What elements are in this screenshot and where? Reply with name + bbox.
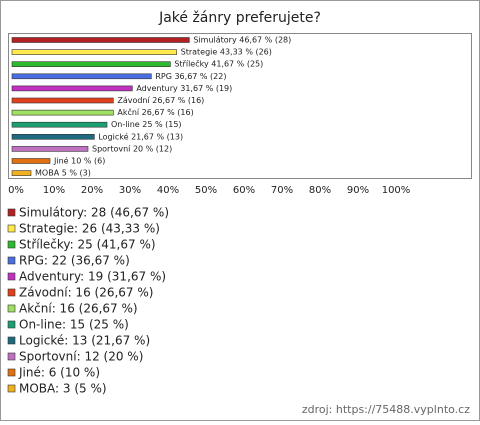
x-tick-label: 20% bbox=[81, 185, 103, 196]
legend-swatch bbox=[7, 320, 16, 329]
legend-swatch bbox=[7, 304, 16, 313]
value-label: Jiné 10 % (6) bbox=[53, 156, 105, 166]
legend-label: On-line: 15 (25 %) bbox=[19, 318, 129, 332]
value-label: MOBA 5 % (3) bbox=[35, 169, 91, 178]
bar bbox=[11, 158, 51, 164]
legend-label: MOBA: 3 (5 %) bbox=[19, 382, 107, 396]
legend-swatch bbox=[7, 288, 16, 297]
bar bbox=[11, 85, 133, 92]
value-label: Střílečky 41,67 % (25) bbox=[174, 59, 263, 69]
legend-label: Simulátory: 28 (46,67 %) bbox=[19, 206, 169, 220]
source: zdroj: https://75488.vyplnto.cz bbox=[302, 403, 470, 416]
legend-swatch bbox=[7, 336, 16, 345]
bar bbox=[11, 37, 190, 43]
x-tick-label: 70% bbox=[271, 185, 293, 196]
value-label: Akční 26,67 % (16) bbox=[117, 107, 193, 117]
value-label: Logické 21,67 % (13) bbox=[98, 131, 183, 141]
legend-label: Akční: 16 (26,67 %) bbox=[19, 302, 138, 316]
x-tick-label: 100% bbox=[382, 185, 411, 196]
x-tick-label: 10% bbox=[43, 185, 65, 196]
legend-swatch bbox=[7, 240, 16, 249]
legend-swatch bbox=[7, 272, 16, 281]
legend-label: Sportovní: 12 (20 %) bbox=[19, 350, 143, 364]
bar bbox=[11, 121, 108, 128]
legend-swatch bbox=[7, 256, 16, 265]
value-label: Strategie 43,33 % (26) bbox=[181, 48, 272, 57]
bar bbox=[11, 97, 114, 104]
plot-area bbox=[8, 33, 472, 179]
value-label: RPG 36,67 % (22) bbox=[155, 72, 226, 81]
legend-label: Adventury: 19 (31,67 %) bbox=[19, 270, 166, 284]
x-tick-label: 90% bbox=[347, 185, 369, 196]
value-label: On-line 25 % (15) bbox=[111, 120, 182, 129]
x-tick-label: 30% bbox=[119, 185, 141, 196]
x-tick-label: 0% bbox=[8, 185, 24, 196]
legend-swatch bbox=[7, 384, 16, 393]
legend-swatch bbox=[7, 352, 16, 361]
x-tick-label: 50% bbox=[195, 185, 217, 196]
legend-swatch bbox=[7, 224, 16, 233]
x-tick-label: 80% bbox=[309, 185, 331, 196]
legend-label: Strategie: 26 (43,33 %) bbox=[19, 222, 160, 236]
legend-label: Střílečky: 25 (41,67 %) bbox=[19, 238, 156, 252]
bar bbox=[11, 109, 114, 116]
value-label: Adventury 31,67 % (19) bbox=[136, 84, 232, 93]
bar bbox=[11, 134, 95, 140]
legend-label: RPG: 22 (36,67 %) bbox=[19, 254, 130, 268]
legend-swatch bbox=[7, 208, 16, 217]
x-tick-label: 40% bbox=[157, 185, 179, 196]
bar bbox=[11, 146, 89, 152]
x-tick-label: 60% bbox=[233, 185, 255, 196]
value-label: Sportovní 20 % (12) bbox=[92, 144, 172, 153]
chart-title: Jaké žánry preferujete? bbox=[158, 10, 321, 26]
legend-label: Závodní: 16 (26,67 %) bbox=[19, 286, 153, 300]
legend-swatch bbox=[7, 368, 16, 377]
value-label: Simulátory 46,67 % (28) bbox=[193, 36, 291, 45]
value-label: Závodní 26,67 % (16) bbox=[117, 96, 204, 105]
bar bbox=[11, 73, 152, 80]
bar bbox=[11, 170, 32, 176]
bar bbox=[11, 49, 177, 55]
bar bbox=[11, 61, 171, 68]
legend-label: Logické: 13 (21,67 %) bbox=[19, 334, 150, 348]
legend-label: Jiné: 6 (10 %) bbox=[18, 366, 100, 380]
